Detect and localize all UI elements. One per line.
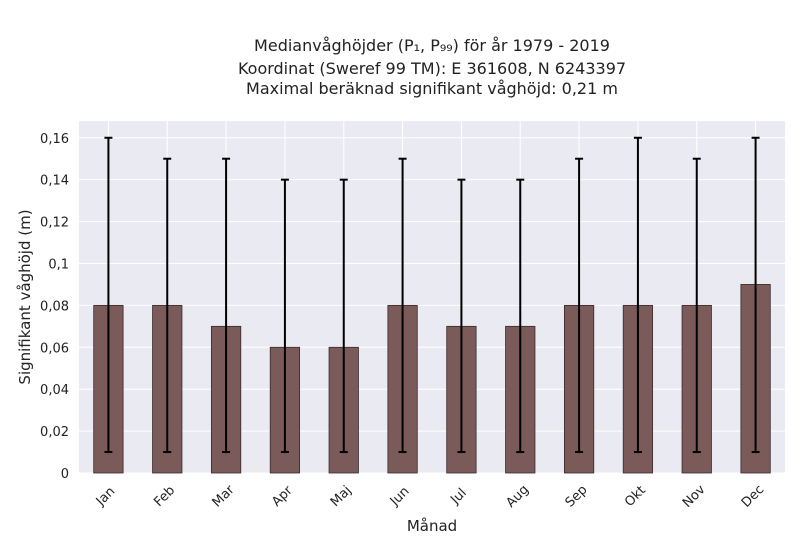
y-axis-ticks: 0 0,02 0,04 0,06 0,08 0,1 0,12 0,14 0,16 <box>40 132 69 482</box>
y-tick-label: 0 <box>61 467 69 482</box>
chart-title-line-1: Medianvåghöjder (P₁, P₉₉) för år 1979 - … <box>254 36 610 55</box>
x-tick-label: Maj <box>328 483 355 510</box>
y-tick-label: 0,12 <box>40 216 69 231</box>
x-tick-label: Feb <box>151 483 178 510</box>
plot-area <box>79 121 785 473</box>
y-axis-label: Signifikant våghöjd (m) <box>16 209 34 384</box>
y-tick-label: 0,14 <box>40 174 69 189</box>
y-tick-label: 0,16 <box>40 132 69 147</box>
x-tick-label: Okt <box>622 483 649 510</box>
chart-title-line-2: Koordinat (Sweref 99 TM): E 361608, N 62… <box>238 59 626 78</box>
x-tick-label: Apr <box>269 483 296 510</box>
chart-title-line-3: Maximal beräknad signifikant våghöjd: 0,… <box>246 79 618 98</box>
y-tick-label: 0,1 <box>48 257 69 272</box>
y-tick-label: 0,02 <box>40 425 69 440</box>
x-tick-label: Sep <box>563 483 591 511</box>
x-tick-label: Jan <box>93 484 118 509</box>
x-tick-label: Nov <box>680 482 709 511</box>
x-tick-label: Aug <box>503 482 532 511</box>
errorbars-group <box>104 136 760 454</box>
y-tick-label: 0,08 <box>40 299 69 314</box>
x-tick-label: Jul <box>447 486 469 508</box>
y-tick-label: 0,04 <box>40 383 69 398</box>
y-tick-label: 0,06 <box>40 341 69 356</box>
x-tick-label: Jun <box>387 484 413 510</box>
x-axis-label: Månad <box>407 517 457 535</box>
x-tick-label: Mar <box>210 482 238 510</box>
x-axis-ticks: Jan Feb Mar Apr Maj Jun Jul Aug Sep Okt Nov Dec <box>93 482 767 511</box>
x-tick-label: Dec <box>739 482 767 510</box>
